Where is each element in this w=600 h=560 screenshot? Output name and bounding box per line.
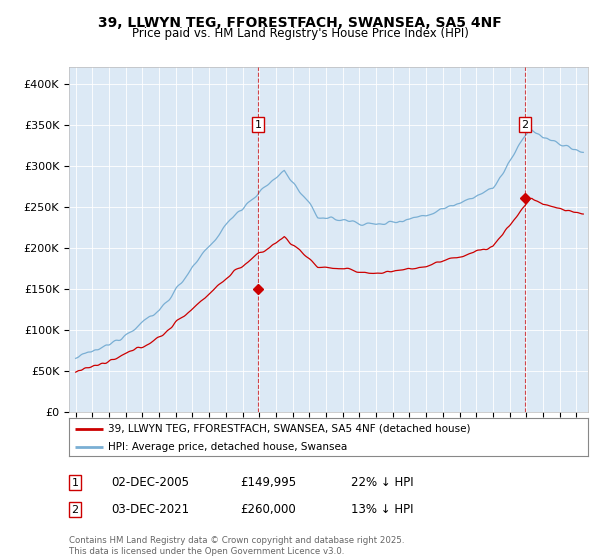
Text: 2: 2 xyxy=(521,120,529,129)
Text: 22% ↓ HPI: 22% ↓ HPI xyxy=(351,476,413,489)
Text: 39, LLWYN TEG, FFORESTFACH, SWANSEA, SA5 4NF: 39, LLWYN TEG, FFORESTFACH, SWANSEA, SA5… xyxy=(98,16,502,30)
Text: Price paid vs. HM Land Registry's House Price Index (HPI): Price paid vs. HM Land Registry's House … xyxy=(131,27,469,40)
Text: 1: 1 xyxy=(71,478,79,488)
Text: 03-DEC-2021: 03-DEC-2021 xyxy=(111,503,189,516)
Text: 1: 1 xyxy=(254,120,262,129)
Text: £260,000: £260,000 xyxy=(240,503,296,516)
Text: Contains HM Land Registry data © Crown copyright and database right 2025.
This d: Contains HM Land Registry data © Crown c… xyxy=(69,536,404,556)
Text: HPI: Average price, detached house, Swansea: HPI: Average price, detached house, Swan… xyxy=(108,442,347,452)
Text: £149,995: £149,995 xyxy=(240,476,296,489)
Text: 2: 2 xyxy=(71,505,79,515)
Text: 02-DEC-2005: 02-DEC-2005 xyxy=(111,476,189,489)
Text: 13% ↓ HPI: 13% ↓ HPI xyxy=(351,503,413,516)
Text: 39, LLWYN TEG, FFORESTFACH, SWANSEA, SA5 4NF (detached house): 39, LLWYN TEG, FFORESTFACH, SWANSEA, SA5… xyxy=(108,424,470,434)
